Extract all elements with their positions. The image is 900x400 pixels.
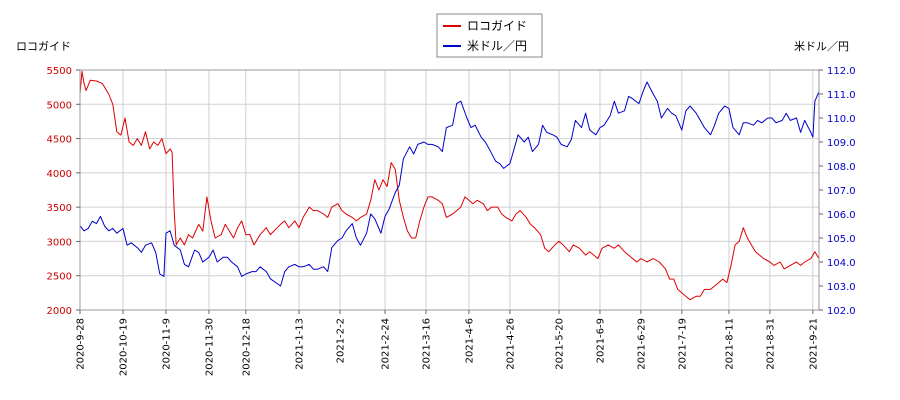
legend-label-locoguide: ロコガイド [467,19,527,33]
x-tick-label: 2020-9-28 [76,318,87,370]
x-tick-label: 2021-8-11 [724,318,735,370]
x-tick-label: 2021-4-26 [505,318,516,370]
series-lines [79,70,820,301]
right-tick-label: 105.0 [827,234,856,245]
x-tick-label: 2020-11-30 [204,318,215,376]
left-tick-label: 4500 [47,135,72,146]
x-tick-label: 2021-4-6 [464,318,475,363]
x-axis: 2020-9-28 2020-10-19 2020-11-9 2020-11-30 20… [76,310,819,376]
right-tick-label: 108.0 [827,162,856,173]
left-tick-label: 3500 [47,203,72,214]
plot-area [80,70,819,310]
legend: ロコガイド 米ドル／円 [436,13,543,58]
left-axis: 2000 2500 3000 3500 4000 4500 5000 5500 [47,66,80,317]
x-tick-label: 2021-2-2 [335,318,346,363]
series-line-locoguide [79,70,820,301]
right-tick-label: 109.0 [827,138,856,149]
right-tick-label: 106.0 [827,210,856,221]
left-tick-label: 5000 [47,100,72,111]
left-tick-label: 4000 [47,169,72,180]
x-tick-label: 2021-6-9 [595,318,606,363]
legend-box [436,13,543,58]
right-tick-label: 112.0 [827,66,856,77]
x-tick-label: 2021-5-20 [555,318,566,370]
x-tick-label: 2020-11-9 [161,318,172,370]
left-axis-label: ロコガイド [16,40,71,53]
x-tick-label: 2021-9-21 [808,318,819,370]
grid [79,69,819,311]
x-tick-label: 2021-8-31 [765,318,776,370]
x-tick-label: 2021-3-16 [421,318,432,370]
x-tick-label: 2021-1-13 [295,318,306,370]
left-tick-label: 3000 [47,237,72,248]
x-tick-label: 2020-10-19 [118,318,129,376]
x-tick-label: 2021-6-29 [636,318,647,370]
series-line-usdjpy [79,81,820,287]
right-tick-label: 111.0 [827,90,856,101]
right-tick-label: 110.0 [827,114,856,125]
left-tick-label: 2500 [47,272,72,283]
legend-label-usdjpy: 米ドル／円 [467,39,527,53]
right-axis-label: 米ドル／円 [794,40,849,53]
right-tick-label: 102.0 [827,306,856,317]
x-tick-label: 2021-2-24 [381,318,392,370]
right-tick-label: 107.0 [827,186,856,197]
right-axis: 102.0 103.0 104.0 105.0 106.0 107.0 108.0 109.0… [819,66,856,317]
x-tick-label: 2020-12-18 [241,318,252,376]
right-tick-label: 104.0 [827,258,856,269]
left-tick-label: 5500 [47,66,72,77]
x-tick-label: 2021-7-19 [677,318,688,370]
right-tick-label: 103.0 [827,282,856,293]
left-tick-label: 2000 [47,306,72,317]
